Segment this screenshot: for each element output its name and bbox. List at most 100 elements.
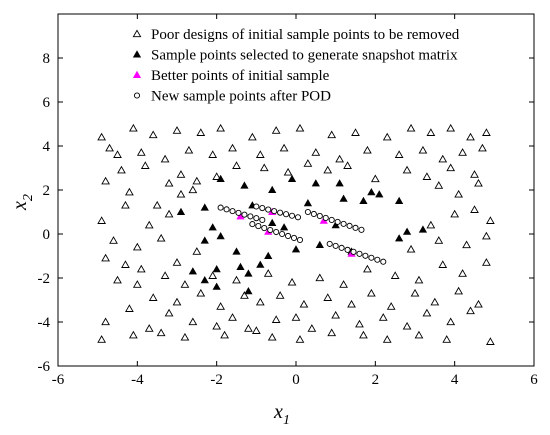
- new-pod-sample-point: [346, 222, 353, 229]
- poor-design-point: [160, 154, 170, 163]
- poor-design-point: [339, 280, 348, 288]
- x-tick-label: 0: [292, 372, 300, 388]
- poor-design-point: [271, 126, 281, 134]
- poor-design-point: [97, 132, 107, 141]
- new-pod-sample-point: [310, 210, 317, 218]
- poor-design-point: [366, 288, 376, 297]
- x-tick-label: 6: [530, 372, 538, 388]
- axis-ticks: -6 -4 -2 0 2 4 6 -6 -4 -2 0 2 4 6 8: [38, 14, 538, 388]
- poor-design-point: [406, 123, 416, 132]
- snapshot-sample-point: [208, 223, 217, 231]
- poor-design-point: [295, 123, 305, 132]
- snapshot-sample-point: [216, 174, 225, 182]
- legend-label: Better points of initial sample: [151, 68, 330, 84]
- poor-design-point: [402, 165, 412, 174]
- poor-design-point: [117, 165, 126, 174]
- legend-swatch-better-initial-point: [132, 70, 142, 78]
- snapshot-sample-point: [268, 218, 277, 226]
- poor-design-point: [136, 264, 146, 273]
- poor-design-point: [132, 242, 142, 251]
- y-tick-label: -4: [38, 315, 51, 331]
- poor-design-point: [144, 220, 154, 229]
- y-tick-label: -6: [38, 359, 51, 375]
- poor-design-point: [244, 324, 253, 332]
- snapshot-sample-point: [395, 234, 404, 242]
- poor-design-point: [323, 293, 333, 301]
- poor-design-point: [470, 170, 479, 178]
- new-pod-sample-point: [326, 240, 333, 247]
- x-axis-label: x1: [273, 401, 290, 428]
- poor-design-point: [97, 216, 107, 224]
- poor-design-point: [132, 280, 142, 288]
- poor-design-point: [418, 145, 428, 154]
- new-pod-sample-point: [265, 206, 272, 213]
- poor-design-point: [125, 304, 134, 312]
- poor-design-point: [430, 297, 440, 306]
- poor-design-point: [156, 328, 166, 337]
- poor-design-point: [279, 143, 289, 152]
- legend-swatch-poor-design-point: [132, 29, 142, 38]
- poor-design-point: [255, 150, 265, 158]
- poor-design-point: [482, 231, 491, 240]
- data-points: [97, 123, 495, 345]
- new-pod-sample-point: [273, 228, 280, 236]
- legend-label: New sample points after POD: [151, 89, 331, 105]
- new-pod-sample-point: [338, 244, 345, 251]
- poor-design-point: [466, 132, 475, 141]
- snapshot-sample-point: [212, 282, 221, 290]
- poor-design-point: [121, 200, 130, 209]
- snapshot-sample-point: [303, 198, 313, 207]
- poor-design-point: [188, 185, 198, 194]
- new-pod-sample-point: [362, 252, 369, 259]
- poor-design-point: [176, 170, 186, 178]
- poor-design-point: [327, 130, 337, 139]
- poor-design-point: [410, 288, 420, 297]
- poor-design-point: [180, 280, 190, 288]
- poor-design-point: [192, 247, 202, 255]
- poor-design-point: [228, 143, 237, 152]
- poor-design-point: [172, 126, 182, 134]
- poor-design-point: [196, 128, 206, 136]
- poor-design-point: [212, 321, 222, 330]
- poor-design-point: [287, 277, 297, 286]
- snapshot-sample-point: [176, 207, 186, 215]
- snapshot-sample-point: [232, 247, 241, 255]
- snapshot-sample-point: [244, 286, 253, 295]
- new-pod-sample-point: [283, 211, 290, 218]
- poor-design-point: [446, 317, 456, 326]
- poor-design-point: [422, 172, 432, 180]
- snapshot-sample-point: [402, 227, 412, 235]
- poor-design-point: [136, 148, 146, 156]
- poor-design-point: [271, 315, 281, 323]
- new-pod-sample-point: [247, 213, 254, 220]
- poor-design-point: [485, 216, 495, 224]
- x-tick-label: -2: [210, 372, 223, 388]
- poor-design-point: [466, 306, 475, 315]
- poor-design-point: [228, 313, 237, 321]
- snapshot-sample-point: [200, 275, 209, 284]
- y-tick-label: 8: [43, 51, 51, 67]
- new-pod-sample-point: [294, 214, 302, 221]
- poor-design-point: [355, 319, 364, 328]
- poor-design-point: [450, 209, 460, 218]
- y-tick-label: 2: [43, 183, 51, 199]
- poor-design-point: [275, 291, 285, 299]
- poor-design-point: [478, 143, 487, 152]
- poor-design-point: [343, 161, 352, 169]
- poor-design-point: [101, 317, 110, 326]
- y-axis-title: x2: [9, 194, 36, 211]
- new-pod-sample-point: [255, 223, 262, 230]
- snapshot-sample-point: [375, 190, 384, 198]
- poor-design-point: [128, 330, 138, 339]
- poor-design-point: [144, 324, 154, 332]
- poor-design-point: [184, 145, 194, 154]
- y-tick-label: -2: [38, 271, 51, 287]
- poor-design-point: [386, 302, 396, 310]
- snapshot-sample-point: [212, 264, 221, 273]
- poor-design-point: [438, 154, 448, 163]
- poor-design-point: [394, 150, 404, 158]
- poor-design-point: [172, 297, 182, 306]
- poor-design-point: [113, 150, 122, 158]
- series-new-pod-sample-point: [217, 203, 387, 265]
- poor-design-point: [128, 123, 138, 132]
